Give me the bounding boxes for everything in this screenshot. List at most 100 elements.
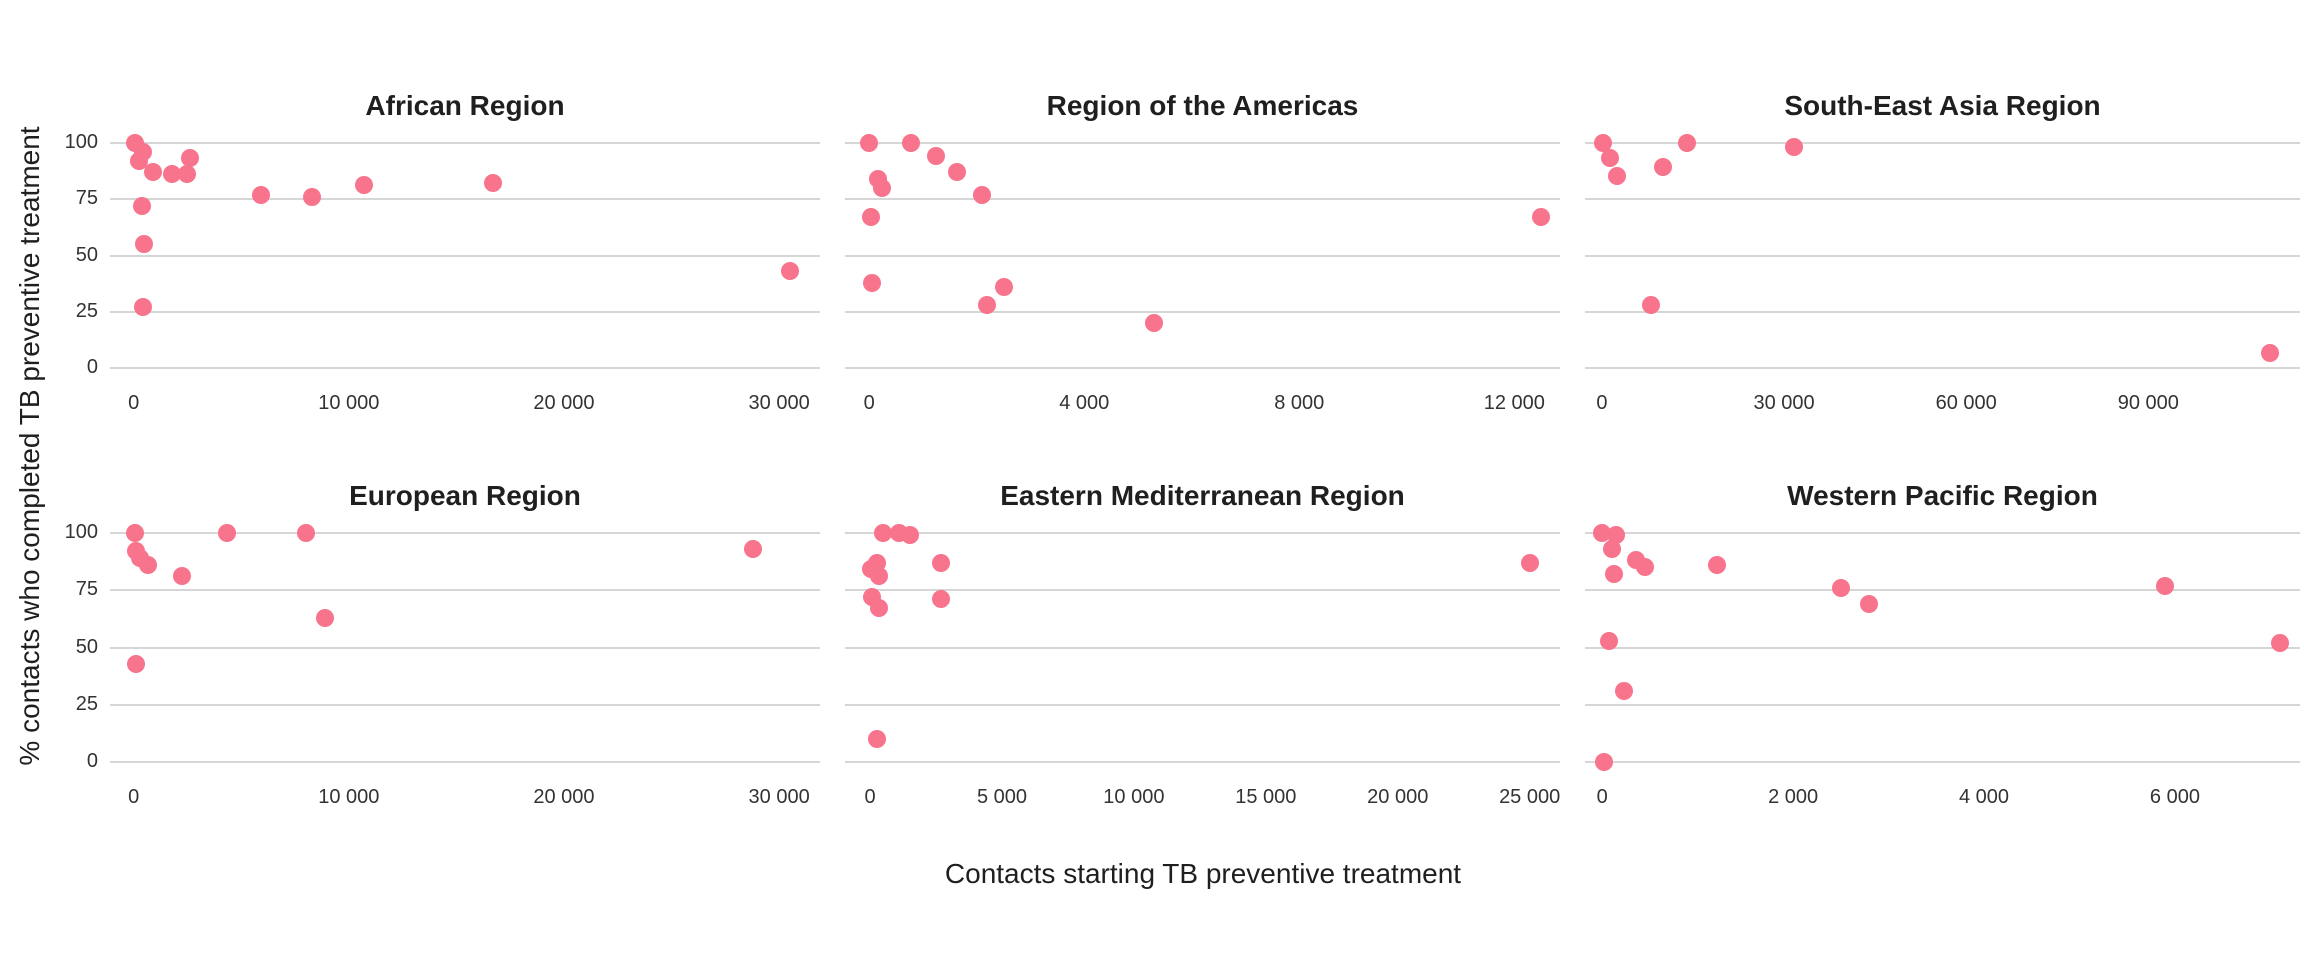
data-point	[178, 165, 197, 184]
x-tick-label: 30 000	[1753, 392, 1815, 414]
x-tick-label: 25 000	[1499, 786, 1561, 808]
data-point	[172, 567, 191, 586]
x-tick-label: 10 000	[1103, 786, 1165, 808]
y-tick-label: 100	[64, 130, 98, 153]
data-point	[2260, 343, 2279, 362]
panel-title: Western Pacific Region	[1787, 480, 2098, 511]
y-tick-label: 25	[75, 692, 98, 715]
y-tick-label: 25	[75, 299, 98, 322]
gridline	[845, 646, 1560, 649]
y-tick-label: 50	[75, 635, 98, 658]
gridline	[845, 141, 1560, 144]
gridline	[110, 310, 820, 313]
gridline	[1585, 703, 2300, 706]
data-point	[354, 176, 373, 195]
data-point	[133, 298, 152, 317]
data-point	[2156, 576, 2175, 595]
data-point	[780, 262, 799, 281]
x-tick-label: 0	[1596, 786, 1608, 808]
data-point	[251, 185, 270, 204]
y-tick-label: 75	[75, 187, 98, 210]
x-tick-label: 4 000	[1059, 392, 1110, 414]
data-point	[180, 149, 199, 168]
gridline	[1585, 310, 2300, 313]
x-tick-label: 0	[864, 786, 876, 808]
data-point	[1520, 553, 1539, 572]
gridline	[1585, 141, 2300, 144]
x-tick-label: 90 000	[2117, 392, 2179, 414]
data-point	[868, 730, 887, 749]
x-tick-label: 0	[128, 392, 140, 414]
gridline	[845, 531, 1560, 534]
data-point	[862, 208, 881, 227]
data-point	[1860, 594, 1879, 613]
gridline	[110, 531, 820, 534]
x-tick-label: 4 000	[1958, 786, 2010, 808]
data-point	[126, 654, 145, 673]
gridline	[1585, 198, 2300, 201]
panel-title: Eastern Mediterranean Region	[1000, 480, 1405, 511]
data-point	[134, 235, 153, 254]
data-point	[869, 599, 888, 618]
panel-plot-area	[110, 519, 820, 776]
gridline	[845, 703, 1560, 706]
gridline	[1585, 646, 2300, 649]
data-point	[1784, 138, 1803, 157]
data-point	[129, 151, 148, 170]
data-point	[744, 539, 763, 558]
x-tick-label: 2 000	[1768, 786, 1819, 808]
data-point	[1604, 565, 1623, 584]
panel-plot-area	[1585, 519, 2300, 776]
gridline	[845, 254, 1560, 257]
data-point	[1602, 539, 1621, 558]
panel-title: African Region	[365, 90, 565, 121]
gridline	[845, 589, 1560, 592]
y-tick-label: 75	[75, 578, 98, 601]
data-point	[1636, 558, 1655, 577]
data-point	[926, 147, 945, 166]
gridline	[845, 310, 1560, 313]
data-point	[138, 555, 157, 574]
y-tick-label: 100	[64, 520, 98, 543]
data-point	[217, 523, 236, 542]
gridline	[110, 254, 820, 257]
data-point	[994, 278, 1013, 297]
x-tick-label: 0	[1596, 392, 1608, 414]
data-point	[872, 178, 891, 197]
data-point	[1707, 555, 1726, 574]
gridline	[110, 703, 820, 706]
gridline	[110, 198, 820, 201]
x-tick-label: 10 000	[318, 786, 380, 808]
x-tick-label: 6 000	[2149, 786, 2200, 808]
y-axis-label: % contacts who completed TB preventive t…	[14, 126, 45, 766]
data-point	[483, 174, 502, 193]
data-point	[978, 296, 997, 315]
data-point	[900, 526, 919, 545]
gridline	[110, 589, 820, 592]
data-point	[1145, 314, 1164, 333]
data-point	[1599, 631, 1618, 650]
data-point	[1601, 149, 1620, 168]
x-tick-label: 20 000	[1367, 786, 1429, 808]
panel-title: European Region	[349, 480, 581, 511]
x-tick-label: 20 000	[533, 392, 595, 414]
data-point	[932, 590, 951, 609]
x-axis-label: Contacts starting TB preventive treatmen…	[944, 858, 1462, 889]
panel-plot-area	[110, 129, 820, 382]
data-point	[1594, 133, 1613, 152]
gridline	[110, 367, 820, 370]
gridline	[110, 761, 820, 764]
data-point	[1653, 158, 1672, 177]
data-point	[1595, 753, 1614, 772]
gridline	[1585, 761, 2300, 764]
data-point	[932, 553, 951, 572]
gridline	[1585, 589, 2300, 592]
gridline	[845, 367, 1560, 370]
gridline	[845, 761, 1560, 764]
y-tick-label: 50	[75, 243, 98, 266]
data-point	[163, 165, 182, 184]
x-tick-label: 30 000	[748, 392, 810, 414]
x-tick-label: 5 000	[976, 786, 1027, 808]
data-point	[303, 187, 322, 206]
data-point	[1532, 208, 1551, 227]
